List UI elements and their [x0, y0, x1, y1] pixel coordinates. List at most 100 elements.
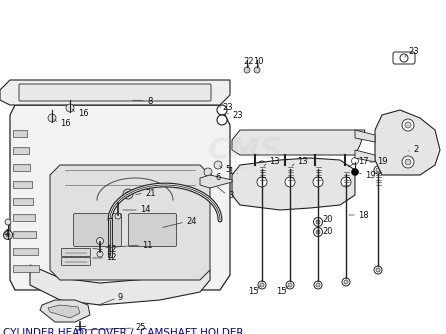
Circle shape: [125, 191, 131, 196]
Text: 2: 2: [413, 146, 418, 155]
Polygon shape: [13, 197, 33, 204]
Circle shape: [316, 163, 320, 167]
Circle shape: [405, 159, 411, 165]
FancyBboxPatch shape: [393, 52, 415, 64]
Text: 9: 9: [118, 294, 123, 303]
Circle shape: [341, 177, 351, 187]
Polygon shape: [375, 110, 440, 175]
Circle shape: [316, 230, 320, 234]
Text: 23: 23: [232, 111, 243, 120]
Text: 16: 16: [60, 119, 70, 128]
Circle shape: [286, 161, 294, 169]
Text: 21: 21: [145, 188, 156, 197]
Circle shape: [217, 105, 227, 115]
Circle shape: [405, 122, 411, 128]
Circle shape: [400, 54, 408, 62]
Polygon shape: [13, 130, 27, 137]
Polygon shape: [13, 248, 37, 255]
Circle shape: [288, 163, 292, 167]
Text: 13: 13: [269, 158, 280, 167]
Text: 24: 24: [186, 217, 197, 226]
Text: 19: 19: [377, 158, 388, 167]
Text: 17: 17: [358, 158, 369, 167]
Circle shape: [314, 217, 322, 226]
Circle shape: [288, 283, 292, 287]
Polygon shape: [13, 231, 36, 238]
FancyBboxPatch shape: [128, 213, 177, 246]
Circle shape: [376, 268, 380, 272]
Text: 20: 20: [322, 215, 333, 224]
Text: 23: 23: [408, 47, 419, 56]
Text: 15: 15: [248, 288, 259, 297]
Text: 12: 12: [106, 254, 116, 263]
Text: 11: 11: [142, 240, 153, 249]
Circle shape: [260, 283, 264, 287]
Circle shape: [219, 118, 224, 123]
Polygon shape: [13, 181, 32, 188]
FancyBboxPatch shape: [19, 84, 211, 101]
Text: 20: 20: [322, 227, 333, 236]
Polygon shape: [10, 105, 230, 290]
Circle shape: [344, 280, 348, 284]
Circle shape: [4, 230, 12, 239]
Circle shape: [344, 168, 348, 172]
Text: 25: 25: [135, 324, 145, 333]
Circle shape: [214, 161, 222, 169]
Circle shape: [314, 227, 322, 236]
Polygon shape: [48, 305, 80, 318]
Polygon shape: [232, 158, 355, 210]
Circle shape: [402, 119, 414, 131]
Text: 15: 15: [276, 288, 286, 297]
Circle shape: [254, 67, 260, 73]
Polygon shape: [232, 130, 365, 155]
Circle shape: [342, 166, 350, 174]
Circle shape: [77, 329, 83, 334]
Polygon shape: [13, 214, 34, 221]
Circle shape: [285, 177, 295, 187]
Text: CMS: CMS: [208, 136, 283, 165]
Text: 19: 19: [365, 170, 376, 179]
Circle shape: [257, 177, 267, 187]
Circle shape: [376, 168, 380, 172]
Text: 12: 12: [106, 245, 116, 255]
Text: 22: 22: [243, 57, 253, 66]
Circle shape: [351, 158, 359, 165]
Circle shape: [5, 219, 11, 225]
Polygon shape: [40, 300, 90, 322]
Circle shape: [258, 161, 266, 169]
Circle shape: [219, 108, 224, 113]
Text: 1: 1: [228, 167, 233, 176]
FancyBboxPatch shape: [62, 258, 91, 266]
Polygon shape: [13, 147, 29, 154]
Text: 18: 18: [358, 210, 369, 219]
Text: 23: 23: [222, 103, 233, 112]
Text: 8: 8: [147, 97, 153, 106]
Text: 14: 14: [140, 205, 150, 214]
Polygon shape: [200, 175, 232, 188]
Circle shape: [97, 251, 103, 257]
Circle shape: [258, 281, 266, 289]
Circle shape: [115, 213, 121, 219]
Text: 13: 13: [297, 158, 308, 167]
Text: CYLINDER HEAD COVER /  CAMSHAFT HOLDER: CYLINDER HEAD COVER / CAMSHAFT HOLDER: [3, 328, 244, 334]
Polygon shape: [0, 80, 230, 105]
Polygon shape: [355, 130, 375, 142]
Circle shape: [313, 177, 323, 187]
Polygon shape: [50, 165, 210, 280]
Circle shape: [6, 233, 10, 237]
Polygon shape: [13, 164, 30, 171]
Text: 3: 3: [228, 190, 233, 199]
Text: 4: 4: [4, 228, 9, 237]
Circle shape: [316, 220, 320, 224]
Circle shape: [123, 189, 133, 199]
Text: 6: 6: [215, 172, 220, 181]
Circle shape: [217, 115, 227, 125]
Text: 10: 10: [253, 57, 264, 66]
Polygon shape: [30, 265, 210, 305]
Circle shape: [314, 281, 322, 289]
Circle shape: [402, 156, 414, 168]
FancyBboxPatch shape: [74, 213, 121, 246]
Circle shape: [374, 166, 382, 174]
Polygon shape: [355, 150, 375, 162]
Circle shape: [244, 67, 250, 73]
